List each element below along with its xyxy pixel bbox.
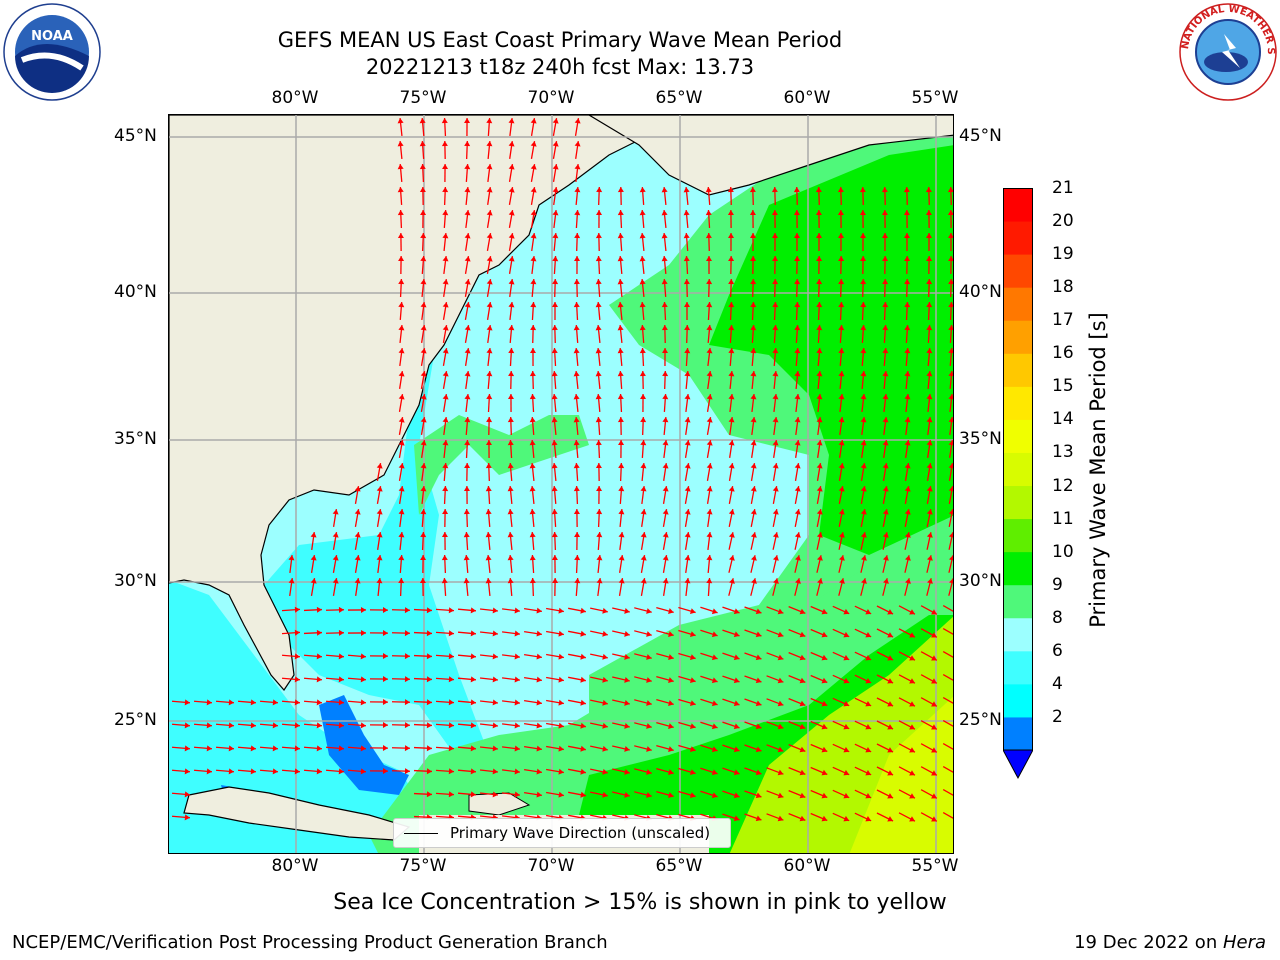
lon-tick-bottom: 55°W	[912, 856, 959, 876]
lon-tick-top: 75°W	[400, 88, 447, 108]
colorbar-tick-label: 13	[1052, 442, 1074, 462]
noaa-logo: NOAA	[2, 2, 102, 102]
lat-tick-right: 45°N	[959, 126, 1002, 146]
colorbar-extend-min	[1003, 750, 1033, 778]
colorbar-band	[1003, 287, 1033, 321]
colorbar-tick-label: 18	[1052, 277, 1074, 297]
colorbar-tick-label: 6	[1052, 641, 1063, 661]
colorbar-tick-label: 15	[1052, 376, 1074, 396]
lat-tick-left: 30°N	[114, 571, 157, 591]
lat-tick-right: 40°N	[959, 282, 1002, 302]
lat-tick-left: 45°N	[114, 126, 157, 146]
colorbar	[1003, 188, 1033, 780]
lat-tick-left: 40°N	[114, 282, 157, 302]
lon-tick-top: 65°W	[656, 88, 703, 108]
lon-tick-bottom: 60°W	[784, 856, 831, 876]
colorbar-tick-label: 8	[1052, 608, 1063, 628]
colorbar-tick-label: 14	[1052, 409, 1074, 429]
colorbar-band	[1003, 254, 1033, 288]
lat-tick-right: 25°N	[959, 710, 1002, 730]
lat-tick-left: 25°N	[114, 710, 157, 730]
colorbar-tick-label: 21	[1052, 178, 1074, 198]
lon-tick-top: 55°W	[912, 88, 959, 108]
colorbar-band	[1003, 386, 1033, 420]
lat-tick-right: 30°N	[959, 571, 1002, 591]
colorbar-band	[1003, 486, 1033, 520]
chart-subtitle: 20221213 t18z 240h fcst Max: 13.73	[160, 55, 960, 79]
colorbar-band	[1003, 519, 1033, 553]
colorbar-tick-label: 9	[1052, 575, 1063, 595]
colorbar-tick-label: 17	[1052, 310, 1074, 330]
colorbar-title: Primary Wave Mean Period [s]	[1086, 312, 1110, 628]
lon-tick-bottom: 75°W	[400, 856, 447, 876]
colorbar-tick-label: 12	[1052, 476, 1074, 496]
colorbar-band	[1003, 618, 1033, 652]
legend-label: Primary Wave Direction (unscaled)	[450, 824, 710, 842]
lat-tick-right: 35°N	[959, 429, 1002, 449]
colorbar-tick-label: 16	[1052, 343, 1074, 363]
wave-period-map	[168, 114, 954, 854]
colorbar-bands	[1003, 188, 1033, 780]
colorbar-band	[1003, 188, 1033, 222]
noaa-logo-text: NOAA	[31, 29, 73, 44]
colorbar-tick-label: 2	[1052, 707, 1063, 727]
colorbar-band	[1003, 585, 1033, 619]
colorbar-band	[1003, 452, 1033, 486]
colorbar-band	[1003, 419, 1033, 453]
lon-tick-top: 80°W	[272, 88, 319, 108]
lat-tick-left: 35°N	[114, 429, 157, 449]
footer-date: 19 Dec 2022 on Hera	[1074, 932, 1266, 953]
colorbar-band	[1003, 552, 1033, 586]
colorbar-band	[1003, 651, 1033, 685]
colorbar-band	[1003, 353, 1033, 387]
lon-tick-bottom: 65°W	[656, 856, 703, 876]
colorbar-tick-label: 4	[1052, 674, 1063, 694]
colorbar-band	[1003, 684, 1033, 718]
colorbar-band	[1003, 320, 1033, 354]
lon-tick-top: 60°W	[784, 88, 831, 108]
colorbar-tick-label: 19	[1052, 244, 1074, 264]
chart-title: GEFS MEAN US East Coast Primary Wave Mea…	[160, 28, 960, 52]
colorbar-band	[1003, 717, 1033, 751]
colorbar-tick-label: 10	[1052, 542, 1074, 562]
sea-ice-note: Sea Ice Concentration > 15% is shown in …	[160, 890, 1120, 915]
lon-tick-bottom: 80°W	[272, 856, 319, 876]
map-canvas	[169, 115, 954, 854]
colorbar-tick-label: 20	[1052, 211, 1074, 231]
legend-line-sample	[404, 833, 438, 834]
colorbar-tick-label: 11	[1052, 509, 1074, 529]
colorbar-band	[1003, 221, 1033, 255]
footer-credit: NCEP/EMC/Verification Post Processing Pr…	[12, 932, 608, 953]
map-legend: Primary Wave Direction (unscaled)	[393, 818, 731, 848]
footer-host: Hera	[1223, 932, 1266, 953]
footer-date-text: 19 Dec 2022 on	[1074, 932, 1223, 953]
nws-logo: NATIONAL WEATHER SERVICE	[1178, 2, 1278, 102]
lon-tick-top: 70°W	[528, 88, 575, 108]
lon-tick-bottom: 70°W	[528, 856, 575, 876]
